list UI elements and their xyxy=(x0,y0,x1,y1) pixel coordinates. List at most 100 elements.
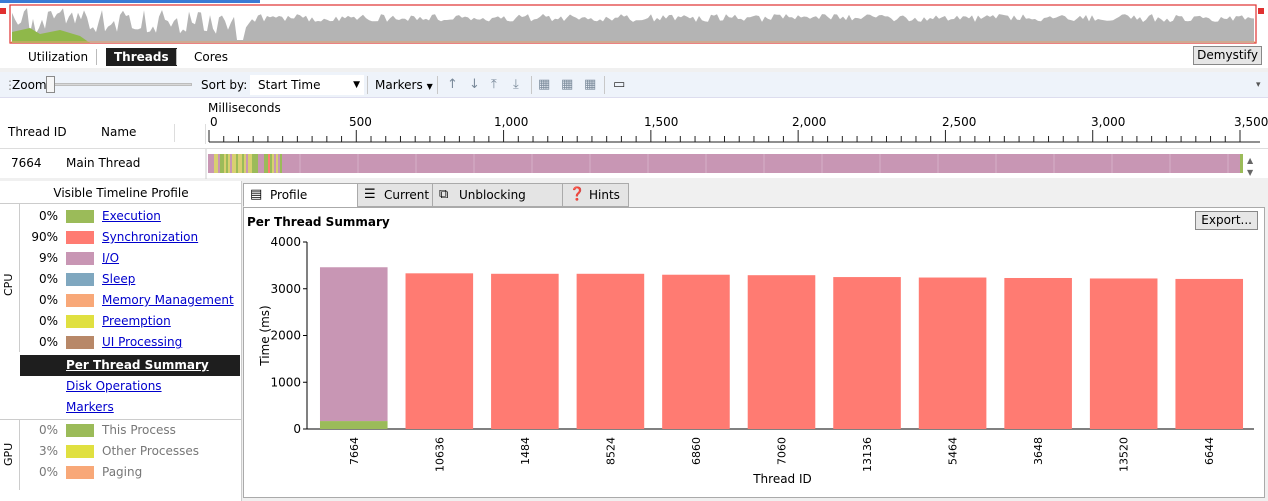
tab-utilization[interactable]: Utilization xyxy=(28,50,89,64)
bar-segment[interactable] xyxy=(1089,278,1158,429)
x-tick-label: 7664 xyxy=(348,437,361,465)
thread-name-cell: Main Thread xyxy=(66,156,141,170)
cpu-row-link[interactable]: Preemption xyxy=(102,314,171,328)
ruler-tick-label: 1,000 xyxy=(494,115,529,129)
bar-segment[interactable] xyxy=(918,277,987,429)
cpu-row-i-o: 9% I/O xyxy=(20,248,242,269)
report-title: Per Thread Summary xyxy=(247,215,390,229)
gpu-row-label: This Process xyxy=(102,423,176,437)
ruler-unit-label: Milliseconds xyxy=(208,101,281,115)
legend-swatch xyxy=(66,294,94,307)
thread-row[interactable]: 7664 Main Thread ▲ ▼ xyxy=(0,148,1268,179)
thread-id-cell: 7664 xyxy=(11,156,42,170)
x-tick-label: 10636 xyxy=(433,437,446,472)
move-top-icon[interactable]: ⤒ xyxy=(491,77,497,92)
cpu-row-link[interactable]: Synchronization xyxy=(102,230,199,244)
zoom-slider-track[interactable] xyxy=(46,83,192,86)
export-button[interactable]: Export... xyxy=(1195,211,1258,230)
cpu-row-link[interactable]: Memory Management xyxy=(102,293,234,307)
cpu-row-execution: 0% Execution xyxy=(20,206,242,227)
bar-segment[interactable] xyxy=(1175,278,1244,429)
chevron-down-icon: ▼ xyxy=(426,82,433,91)
ruler-tick-label: 500 xyxy=(349,115,372,129)
gpu-row-label: Other Processes xyxy=(102,444,200,458)
cpu-row-link[interactable]: Execution xyxy=(102,209,161,223)
bar-segment[interactable] xyxy=(833,277,901,429)
report-pane: ▤ Profile Report ☰ Current ⧉ Unblocking … xyxy=(243,181,1268,501)
gpu-row-percent: 0% xyxy=(38,465,58,479)
gpu-label: GPU xyxy=(2,442,15,466)
col-thread-id[interactable]: Thread ID xyxy=(8,125,67,139)
tab-profile-report[interactable]: ▤ Profile Report xyxy=(243,183,359,224)
toolbar-overflow-icon[interactable]: ▾ xyxy=(1256,80,1261,90)
cpu-label: CPU xyxy=(2,273,15,296)
bar-segment[interactable] xyxy=(491,273,559,429)
x-tick-label: 6644 xyxy=(1203,437,1216,465)
y-axis-label: Time (ms) xyxy=(258,305,272,367)
y-tick-label: 0 xyxy=(293,422,301,436)
ruler-tick-label: 2,000 xyxy=(792,115,827,129)
tab-hints[interactable]: ❓ Hints xyxy=(562,183,629,207)
x-tick-label: 13520 xyxy=(1118,437,1131,472)
gpu-row-label: Paging xyxy=(102,465,143,479)
bar-segment[interactable] xyxy=(576,273,645,429)
tab-unblocking-stack[interactable]: ⧉ Unblocking Stack xyxy=(432,183,563,224)
tab-cores[interactable]: Cores xyxy=(194,50,229,64)
demystify-button[interactable]: Demystify xyxy=(1193,46,1262,65)
x-axis-label: Thread ID xyxy=(752,472,812,486)
move-up-icon[interactable]: ↑ xyxy=(447,77,458,92)
nav-per-thread-summary[interactable]: Per Thread Summary xyxy=(20,355,240,376)
unblocking-stack-icon: ⧉ xyxy=(439,187,449,202)
tab-threads[interactable]: Threads xyxy=(106,48,177,66)
cpu-row-link[interactable]: UI Processing xyxy=(102,335,183,349)
bar-segment[interactable] xyxy=(319,421,388,429)
move-bottom-icon[interactable]: ⤓ xyxy=(513,77,519,92)
cpu-row-link[interactable]: Sleep xyxy=(102,272,136,286)
legend-swatch xyxy=(66,210,94,223)
current-stack-icon: ☰ xyxy=(364,187,376,202)
ruler-tick-label: 3,000 xyxy=(1091,115,1126,129)
bar-segment[interactable] xyxy=(747,275,816,429)
nav-disk-operations[interactable]: Disk Operations xyxy=(66,379,162,393)
view-tabs: Utilization Threads Cores Demystify xyxy=(0,46,1268,68)
sort-by-select[interactable]: Start Time ▼ xyxy=(250,75,364,95)
tab-current[interactable]: ☰ Current xyxy=(357,183,433,207)
col-name[interactable]: Name xyxy=(101,125,137,139)
thread-timeline-bar[interactable]: ▲ ▼ xyxy=(0,149,1268,179)
zoom-slider-thumb[interactable] xyxy=(46,76,55,93)
overview-graph xyxy=(0,0,1268,46)
visible-timeline-profile: Visible Timeline Profile CPU 0% Execution… xyxy=(0,181,242,501)
toolbar: ⋮ Zoom Sort by: Start Time ▼ Markers ▼ ↑… xyxy=(0,72,1268,98)
filter-add-icon[interactable]: ▦ xyxy=(538,77,551,92)
cpu-row-percent: 0% xyxy=(38,209,58,223)
gpu-category: GPU xyxy=(0,420,20,490)
gpu-row-percent: 0% xyxy=(38,423,58,437)
filter-clear-icon[interactable]: ▦ xyxy=(584,77,597,92)
cpu-row-link[interactable]: I/O xyxy=(102,251,120,265)
ruler-tick-label: 3,500 xyxy=(1234,115,1268,129)
move-down-icon[interactable]: ↓ xyxy=(469,77,480,92)
markers-menu[interactable]: Markers ▼ xyxy=(375,72,433,98)
chevron-down-icon: ▼ xyxy=(353,80,360,90)
legend-swatch xyxy=(66,231,94,244)
legend-swatch xyxy=(66,466,94,479)
bar-segment[interactable] xyxy=(319,267,388,422)
cpu-row-memory-management: 0% Memory Management xyxy=(20,290,242,311)
ruler-icon[interactable]: ▭ xyxy=(613,77,626,92)
cpu-category: CPU xyxy=(0,204,20,352)
filter-remove-icon[interactable]: ▦ xyxy=(561,77,574,92)
bar-segment[interactable] xyxy=(405,273,474,429)
ruler-tick-label: 1,500 xyxy=(644,115,679,129)
time-ruler: Milliseconds Thread ID Name 0 500 1,000 … xyxy=(0,98,1268,148)
bar-segment[interactable] xyxy=(662,274,730,429)
timeline-overview[interactable] xyxy=(0,0,1268,46)
nav-markers[interactable]: Markers xyxy=(66,400,114,414)
thread-table-header: Thread ID Name xyxy=(4,124,206,144)
cpu-row-preemption: 0% Preemption xyxy=(20,311,242,332)
svg-text:▲: ▲ xyxy=(1247,156,1254,165)
bar-segment[interactable] xyxy=(1004,277,1072,429)
cpu-row-percent: 0% xyxy=(38,314,58,328)
y-tick-label: 4000 xyxy=(270,235,301,249)
x-tick-label: 5464 xyxy=(947,437,960,465)
zoom-label: Zoom xyxy=(12,78,47,92)
